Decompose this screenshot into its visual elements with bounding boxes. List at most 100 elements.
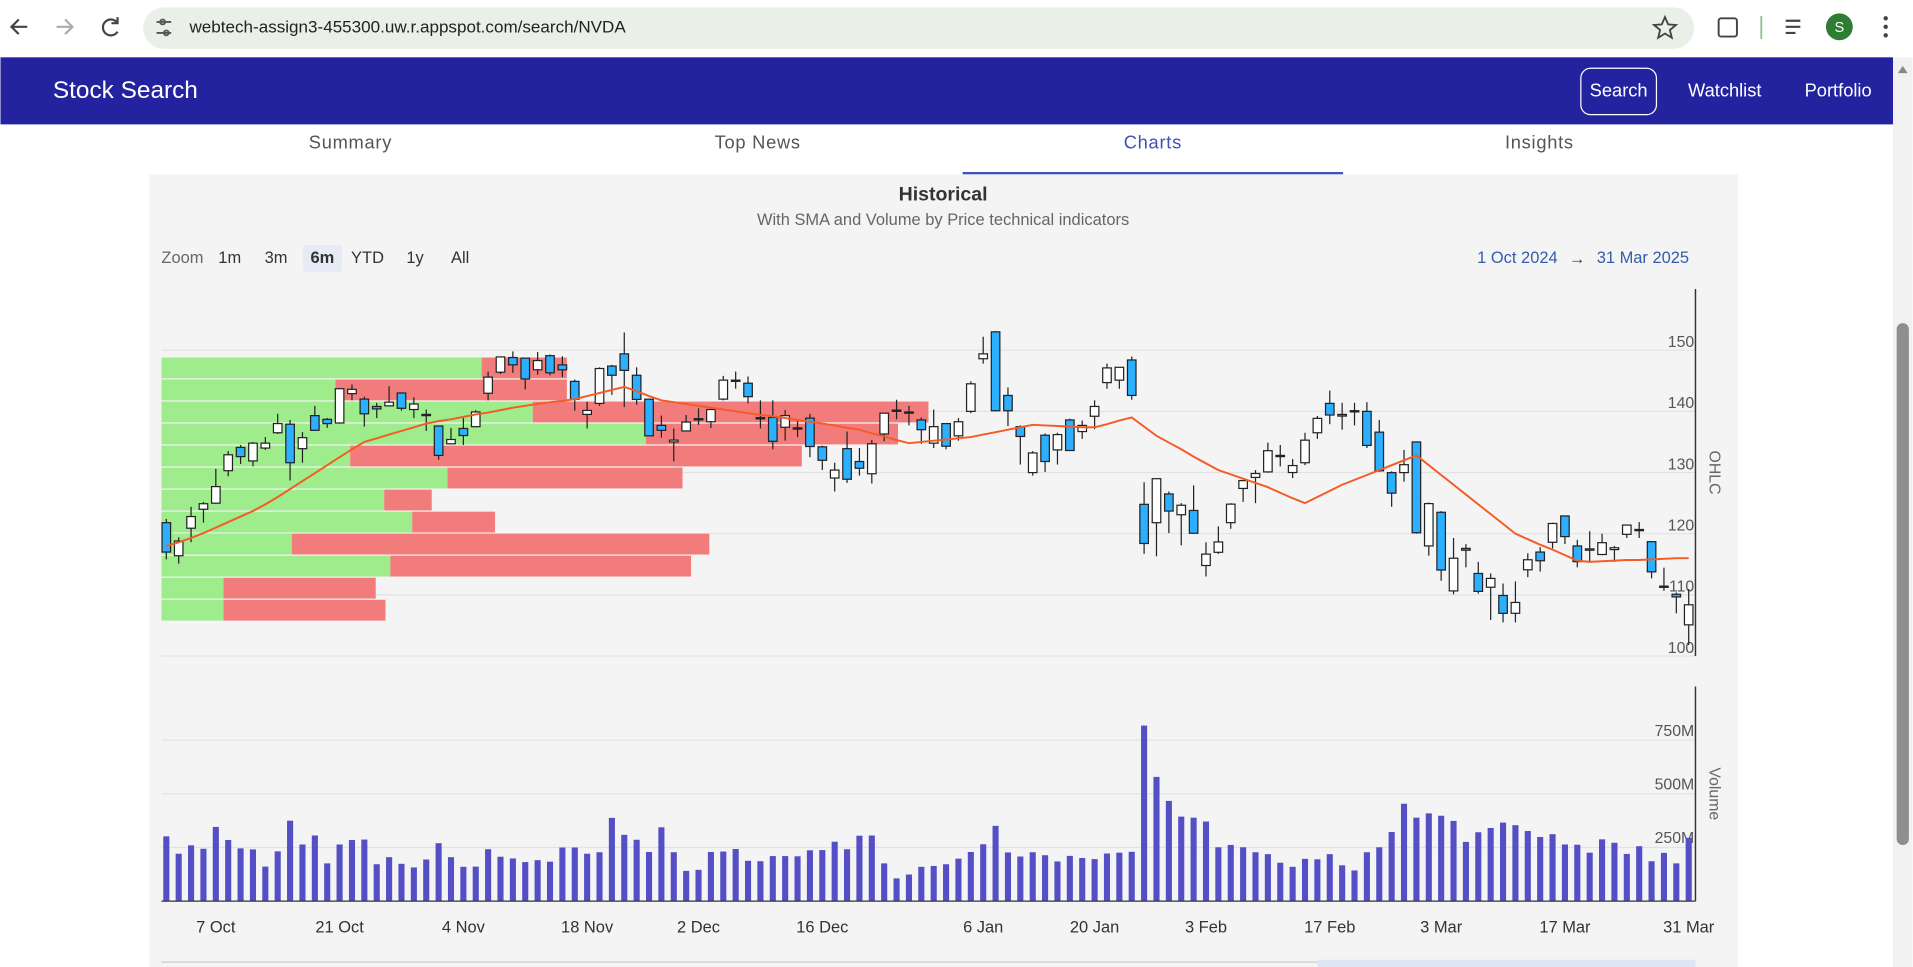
back-button[interactable]	[9, 18, 28, 35]
vbp-up-bar	[161, 555, 391, 577]
zoom-button[interactable]: YTD	[351, 249, 384, 267]
candle-body	[285, 423, 295, 464]
address-bar[interactable]	[143, 7, 1695, 49]
x-tick-label: 31 Mar	[1663, 918, 1715, 936]
volume-bar	[1475, 832, 1482, 902]
volume-bar	[225, 839, 232, 902]
candle-body	[631, 374, 642, 401]
nav-link[interactable]: Watchlist	[1688, 79, 1761, 100]
candle-body	[1300, 439, 1310, 464]
candle-body	[1572, 545, 1583, 563]
candle-body	[1027, 452, 1038, 474]
volume-bar	[695, 869, 702, 902]
candle-body	[1163, 493, 1174, 512]
volume-bar	[1499, 822, 1507, 902]
extensions-icon[interactable]	[1717, 17, 1738, 38]
brand[interactable]: Stock Search	[53, 77, 198, 104]
menu-icon[interactable]	[1883, 16, 1888, 38]
x-tick-label: 7 Oct	[196, 918, 236, 936]
volume-bar	[1128, 851, 1135, 902]
candle-body	[1064, 419, 1075, 452]
tab[interactable]: Charts	[1124, 132, 1182, 153]
volume-bar	[1103, 853, 1111, 902]
volume-bar	[299, 844, 306, 902]
candle-body	[1238, 479, 1249, 490]
nav-link[interactable]: Search	[1590, 79, 1648, 100]
volume-bar	[237, 848, 244, 902]
candle-body	[322, 418, 333, 425]
volume-bar	[336, 844, 343, 902]
zoom-button[interactable]: 1y	[406, 249, 424, 267]
candle-body	[1201, 553, 1211, 567]
tab[interactable]: Insights	[1505, 132, 1574, 153]
volume-bar	[287, 820, 294, 902]
candle-body	[1139, 503, 1149, 545]
zoom-button[interactable]: 6m	[311, 249, 335, 267]
zoom-button[interactable]: 3m	[265, 249, 288, 267]
volume-bar	[1611, 842, 1618, 902]
vbp-down-bar	[223, 577, 376, 599]
navigator-window[interactable]	[1317, 959, 1696, 967]
range-from[interactable]: 1 Oct 2024	[1477, 249, 1558, 267]
candle-body	[396, 392, 407, 409]
volume-bar	[905, 874, 912, 902]
volume-bar	[720, 851, 727, 902]
candle-body	[1188, 509, 1199, 534]
candle-body	[1089, 405, 1100, 417]
zoom-button[interactable]: 1m	[218, 249, 241, 267]
volume-bar	[1648, 861, 1655, 902]
candle-body	[470, 411, 481, 428]
vbp-down-bar	[335, 379, 567, 401]
volume-bar	[967, 852, 974, 902]
volume-bar	[1561, 844, 1568, 902]
volume-bar	[658, 827, 665, 902]
candle-body	[681, 421, 692, 432]
tab[interactable]: Summary	[309, 132, 392, 153]
site-info-icon[interactable]	[156, 18, 172, 37]
nav-link[interactable]: Portfolio	[1805, 79, 1872, 100]
candle-body	[1003, 394, 1013, 412]
reload-button[interactable]	[101, 17, 119, 37]
candle-body	[1362, 410, 1372, 447]
vbp-down-bar	[291, 533, 710, 555]
candle-body	[1621, 524, 1632, 535]
volume-bar	[398, 863, 405, 902]
scrollbar-thumb[interactable]	[1896, 323, 1909, 846]
tab[interactable]: Top News	[715, 132, 801, 153]
volume-bar	[348, 839, 356, 902]
volume-bar	[175, 853, 182, 902]
candle-body	[371, 405, 382, 410]
media-icon[interactable]	[1785, 19, 1801, 35]
vbp-up-bar	[161, 357, 482, 379]
vbp-up-bar	[161, 511, 413, 533]
vbp-up-bar	[161, 533, 292, 555]
forward-button[interactable]	[56, 18, 74, 35]
volume-bar	[1029, 852, 1036, 902]
volume-bar	[1004, 852, 1012, 902]
candle-body	[1263, 450, 1273, 473]
url: webtech-assign3-455300.uw.r.appspot.com/…	[188, 18, 626, 37]
volume-bar	[856, 835, 863, 902]
zoom-button[interactable]: All	[451, 249, 469, 267]
candle-body	[334, 388, 345, 424]
vbp-down-bar	[223, 599, 386, 621]
volume-bar	[1660, 852, 1667, 902]
candle-body	[433, 425, 444, 457]
volume-bar	[200, 848, 207, 902]
candle-body	[1609, 547, 1620, 551]
candle-body	[260, 442, 271, 449]
scroll-up[interactable]	[1897, 65, 1908, 74]
bookmark-star[interactable]	[1651, 14, 1679, 40]
candle-body	[458, 427, 469, 437]
candle-body	[1126, 359, 1137, 397]
volume-bar	[1079, 858, 1086, 902]
candle-body	[693, 418, 704, 421]
profile-avatar[interactable]	[1825, 13, 1853, 41]
volume-bar	[1178, 816, 1185, 902]
range-to[interactable]: 31 Mar 2025	[1597, 249, 1689, 267]
candle-body	[545, 355, 555, 374]
volume-bar	[1425, 813, 1432, 902]
volume-bar	[1091, 859, 1098, 902]
candle-body	[891, 409, 902, 412]
